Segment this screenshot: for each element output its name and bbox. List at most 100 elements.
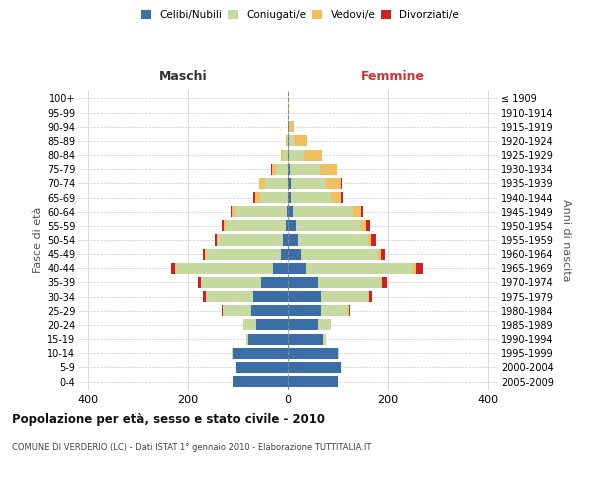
Bar [288,320,318,330]
Bar [283,234,288,246]
Bar [320,164,337,175]
Bar [231,206,232,217]
Bar [288,178,290,189]
Bar [200,277,260,288]
Bar [289,150,304,160]
Bar [320,305,348,316]
Bar [371,234,376,246]
Bar [361,206,363,217]
Bar [290,178,325,189]
Bar [288,192,290,203]
Bar [253,291,288,302]
Bar [233,376,288,387]
Bar [288,305,320,316]
Bar [260,192,287,203]
Bar [305,263,413,274]
Bar [253,192,255,203]
Bar [205,291,253,302]
Bar [224,220,226,232]
Bar [289,122,290,132]
Bar [256,320,288,330]
Bar [380,248,385,260]
Bar [382,277,387,288]
Bar [175,263,273,274]
Bar [301,248,378,260]
Bar [365,220,370,232]
Bar [286,136,287,146]
Bar [281,150,283,160]
Bar [235,362,288,373]
Bar [288,206,293,217]
Bar [369,291,371,302]
Bar [226,220,286,232]
Text: COMUNE DI VERDERIO (LC) - Dati ISTAT 1° gennaio 2010 - Elaborazione TUTTITALIA.I: COMUNE DI VERDERIO (LC) - Dati ISTAT 1° … [12,442,371,452]
Bar [415,263,423,274]
Bar [286,220,288,232]
Bar [283,150,288,160]
Text: Popolazione per età, sesso e stato civile - 2010: Popolazione per età, sesso e stato civil… [12,412,325,426]
Bar [338,348,339,358]
Bar [320,291,368,302]
Bar [304,150,322,160]
Bar [296,220,361,232]
Bar [223,305,251,316]
Bar [293,206,353,217]
Bar [325,178,341,189]
Bar [288,362,341,373]
Bar [290,122,293,132]
Bar [288,291,320,302]
Bar [288,277,318,288]
Bar [413,263,415,274]
Bar [232,348,233,358]
Bar [233,348,288,358]
Bar [243,320,256,330]
Text: Maschi: Maschi [158,70,208,83]
Bar [205,248,281,260]
Bar [288,248,301,260]
Y-axis label: Fasce di età: Fasce di età [32,207,43,273]
Bar [288,376,338,387]
Bar [245,334,248,344]
Bar [235,206,287,217]
Y-axis label: Anni di nascita: Anni di nascita [560,198,571,281]
Bar [288,348,338,358]
Bar [288,220,296,232]
Bar [273,263,288,274]
Bar [198,277,200,288]
Bar [289,136,294,146]
Bar [259,178,265,189]
Bar [290,192,331,203]
Bar [271,164,275,175]
Bar [294,136,307,146]
Bar [380,277,382,288]
Bar [288,334,323,344]
Bar [221,220,224,232]
Bar [349,305,350,316]
Bar [260,277,288,288]
Bar [298,234,368,246]
Bar [290,164,320,175]
Bar [275,164,288,175]
Bar [215,234,217,246]
Bar [203,291,205,302]
Bar [353,206,361,217]
Bar [288,263,305,274]
Bar [318,320,331,330]
Bar [287,206,288,217]
Text: Femmine: Femmine [361,70,425,83]
Bar [255,192,260,203]
Bar [288,150,289,160]
Bar [318,277,380,288]
Bar [331,192,341,203]
Bar [251,305,288,316]
Bar [288,136,289,146]
Bar [218,234,283,246]
Bar [361,220,365,232]
Bar [203,248,205,260]
Bar [265,178,287,189]
Bar [171,263,175,274]
Bar [217,234,218,246]
Bar [232,206,235,217]
Bar [221,305,223,316]
Legend: Celibi/Nubili, Coniugati/e, Vedovi/e, Divorziati/e: Celibi/Nubili, Coniugati/e, Vedovi/e, Di… [139,8,461,22]
